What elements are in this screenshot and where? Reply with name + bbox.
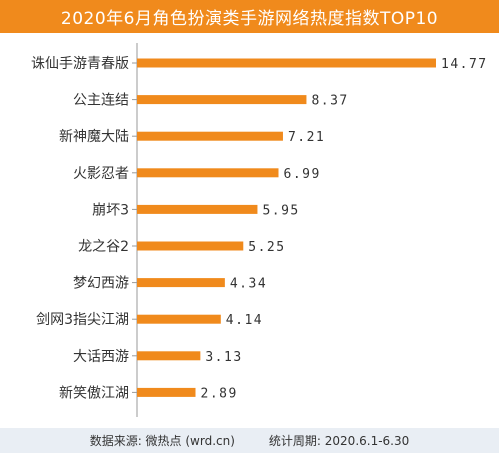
value-label: 2.89	[201, 386, 238, 401]
category-label: 新笑傲江湖	[59, 385, 129, 401]
stat-period-note: 统计周期: 2020.6.1-6.30	[268, 434, 410, 448]
category-label: 大话西游	[73, 349, 129, 365]
category-label: 公主连结	[73, 93, 129, 109]
bar	[137, 314, 221, 324]
bar	[137, 95, 307, 105]
bar-chart: 诛仙手游青春版 14.77 公主连结 8.37 新神魔大陆 7.21 火影忍者 6.99 崩坏3…	[31, 43, 488, 417]
value-label: 5.25	[248, 240, 285, 255]
category-label: 诛仙手游青春版	[31, 56, 129, 72]
chart-footer: 数据来源: 微热点 (wrd.cn) 统计周期: 2020.6.1-6.30	[0, 428, 499, 453]
bar	[137, 351, 201, 361]
bar	[137, 204, 258, 214]
bar	[137, 58, 436, 68]
bar	[137, 168, 279, 178]
category-label: 新神魔大陆	[59, 129, 129, 145]
bar	[137, 131, 283, 141]
category-label: 剑网3指尖江湖	[36, 312, 129, 328]
value-label: 6.99	[284, 167, 321, 182]
bar	[137, 241, 244, 251]
value-label: 7.21	[288, 130, 325, 145]
value-label: 4.34	[230, 277, 267, 292]
category-label: 龙之谷2	[78, 239, 129, 255]
value-label: 8.37	[311, 94, 348, 109]
chart-title: 2020年6月角色扮演类手游网络热度指数TOP10	[0, 0, 499, 33]
value-label: 4.14	[226, 313, 263, 328]
value-label: 14.77	[441, 57, 488, 72]
category-label: 梦幻西游	[73, 276, 129, 292]
value-label: 3.13	[205, 350, 242, 365]
bar	[137, 278, 225, 288]
value-label: 5.95	[262, 203, 299, 218]
bar	[137, 387, 196, 397]
category-label: 崩坏3	[92, 202, 129, 218]
data-source-note: 数据来源: 微热点 (wrd.cn)	[89, 434, 235, 448]
category-label: 火影忍者	[73, 166, 129, 182]
